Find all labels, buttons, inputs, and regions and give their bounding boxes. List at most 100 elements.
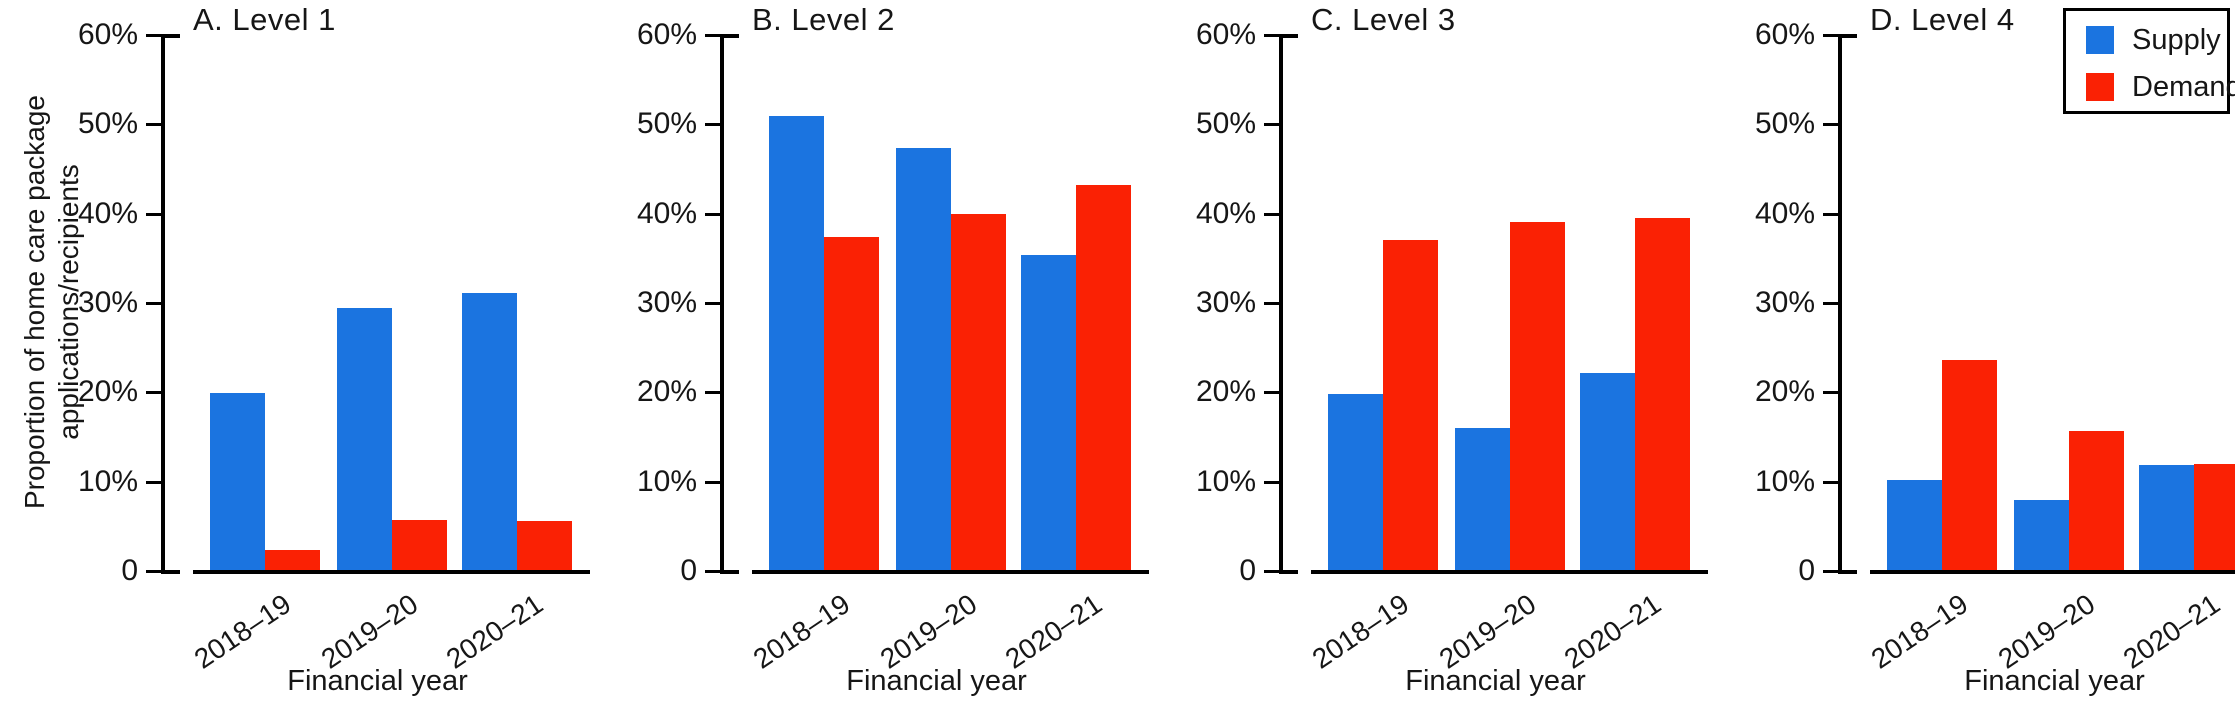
bar-supply-2019–20 [337, 308, 392, 570]
y-axis-line [720, 34, 724, 574]
y-tick [705, 480, 720, 484]
y-axis-line [1838, 34, 1842, 574]
bar-demand-2019–20 [951, 214, 1006, 570]
bar-demand-2019–20 [392, 520, 447, 570]
y-axis-line [1279, 34, 1283, 574]
bar-supply-2018–19 [1887, 480, 1942, 570]
y-tick-label: 10% [636, 464, 697, 498]
bar-demand-2018–19 [824, 237, 879, 570]
y-tick [705, 391, 720, 395]
x-category-label: 2018–19 [188, 588, 297, 675]
y-tick [146, 570, 161, 573]
bar-supply-2019–20 [1455, 428, 1510, 570]
x-axis-line [1870, 570, 2235, 574]
y-tick-label: 0 [1798, 554, 1815, 587]
bar-demand-2020–21 [2194, 464, 2235, 570]
bar-supply-2019–20 [2014, 500, 2069, 570]
legend: Supply Demand [2063, 8, 2235, 114]
y-tick [1823, 212, 1838, 216]
panel-title: D. Level 4 [1870, 2, 2015, 37]
y-tick-label: 30% [77, 286, 138, 319]
x-category-label: 2020–21 [440, 588, 549, 675]
y-tick-label: 40% [1195, 196, 1256, 230]
y-tick-label: 60% [636, 18, 697, 52]
y-tick-label: 20% [1195, 375, 1256, 409]
y-axis-end-cap [1283, 570, 1298, 574]
panel-level-3: C. Level 3 Financial year 0 10% 20% 30% 40% 5… [1118, 0, 1708, 705]
x-category-label: 2019–20 [1992, 588, 2101, 675]
y-tick [705, 212, 720, 216]
y-tick [1823, 391, 1838, 395]
y-tick [1264, 480, 1279, 484]
y-tick-label: 0 [680, 554, 697, 587]
y-tick-label: 50% [77, 107, 138, 141]
x-category-label: 2018–19 [747, 588, 856, 675]
bar-demand-2018–19 [1942, 360, 1997, 570]
panel-title: A. Level 1 [193, 2, 336, 37]
y-tick [705, 302, 720, 305]
panel-level-1: A. Level 1 Proportion of home care packa… [0, 0, 590, 705]
x-axis-line [193, 570, 590, 574]
y-tick-label: 60% [1754, 18, 1815, 52]
bar-supply-2018–19 [769, 116, 824, 570]
bar-supply-2018–19 [1328, 394, 1383, 570]
bar-supply-2020–21 [462, 293, 517, 570]
y-tick [146, 123, 161, 127]
y-tick-label: 10% [77, 464, 138, 498]
y-tick-label: 20% [77, 375, 138, 409]
y-tick-label: 20% [636, 375, 697, 409]
y-tick [146, 34, 161, 38]
y-axis-end-cap [1283, 34, 1298, 38]
y-tick-label: 60% [1195, 18, 1256, 52]
y-tick [1264, 391, 1279, 395]
y-tick [1264, 212, 1279, 216]
bar-supply-2020–21 [1021, 255, 1076, 570]
legend-item-supply: Supply [2086, 23, 2221, 56]
bar-demand-2018–19 [265, 550, 320, 570]
x-axis-title: Financial year [846, 665, 1027, 697]
y-tick-label: 30% [636, 286, 697, 319]
y-tick [146, 212, 161, 216]
bar-demand-2018–19 [1383, 240, 1438, 570]
bar-supply-2020–21 [2139, 465, 2194, 570]
y-tick [705, 34, 720, 38]
panel-level-2: B. Level 2 Financial year 0 10% 20% 30% 40% 5… [559, 0, 1149, 705]
y-axis-end-cap [165, 570, 180, 574]
y-tick [146, 391, 161, 395]
y-tick-label: 50% [1754, 107, 1815, 141]
demand-swatch-icon [2086, 73, 2114, 101]
y-tick [1264, 123, 1279, 127]
x-category-label: 2019–20 [874, 588, 983, 675]
bar-demand-2019–20 [2069, 431, 2124, 570]
x-category-label: 2018–19 [1306, 588, 1415, 675]
y-tick-label: 30% [1195, 286, 1256, 319]
y-tick-label: 20% [1754, 375, 1815, 409]
y-axis-end-cap [165, 34, 180, 38]
y-tick-label: 0 [1239, 554, 1256, 587]
panel-level-4: D. Level 4 Financial year 0 10% 20% 30% 40% 5… [1677, 0, 2235, 705]
x-category-label: 2019–20 [315, 588, 424, 675]
x-category-label: 2018–19 [1865, 588, 1974, 675]
y-axis-end-cap [724, 34, 739, 38]
y-tick [146, 302, 161, 305]
x-category-label: 2020–21 [2117, 588, 2226, 675]
y-tick [146, 480, 161, 484]
legend-label-supply: Supply [2132, 23, 2221, 56]
x-category-label: 2020–21 [1558, 588, 1667, 675]
y-tick-label: 50% [1195, 107, 1256, 141]
x-axis-line [1311, 570, 1708, 574]
y-tick [705, 123, 720, 127]
y-axis-label-line-1: Proportion of home care package [19, 94, 50, 510]
panel-title: C. Level 3 [1311, 2, 1456, 37]
panel-title: B. Level 2 [752, 2, 895, 37]
legend-label-demand: Demand [2132, 70, 2235, 103]
y-tick [1823, 302, 1838, 305]
y-tick [1823, 123, 1838, 127]
y-tick [1823, 570, 1838, 573]
y-tick-label: 10% [1754, 464, 1815, 498]
y-tick [1823, 480, 1838, 484]
y-tick [705, 570, 720, 573]
x-axis-title: Financial year [1964, 665, 2145, 697]
x-category-label: 2019–20 [1433, 588, 1542, 675]
